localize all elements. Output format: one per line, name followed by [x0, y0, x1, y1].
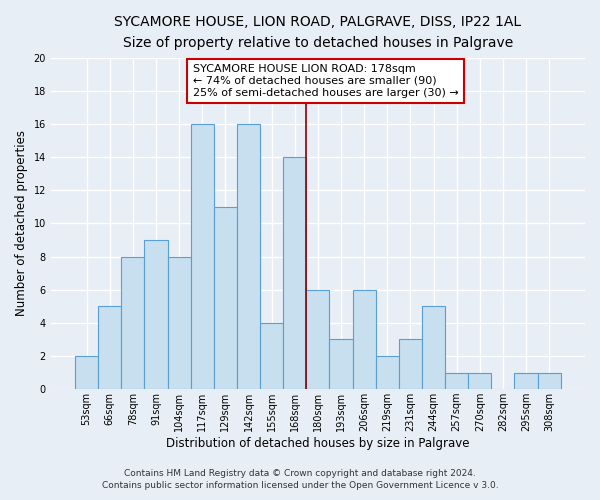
Bar: [353, 290, 376, 389]
Bar: [121, 256, 145, 389]
Title: SYCAMORE HOUSE, LION ROAD, PALGRAVE, DISS, IP22 1AL
Size of property relative to: SYCAMORE HOUSE, LION ROAD, PALGRAVE, DIS…: [115, 15, 521, 50]
Bar: [468, 372, 491, 389]
Bar: [98, 306, 121, 389]
Bar: [376, 356, 399, 389]
Text: SYCAMORE HOUSE LION ROAD: 178sqm
← 74% of detached houses are smaller (90)
25% o: SYCAMORE HOUSE LION ROAD: 178sqm ← 74% o…: [193, 64, 459, 98]
Bar: [422, 306, 445, 389]
Bar: [399, 340, 422, 389]
Bar: [167, 256, 191, 389]
Bar: [307, 290, 329, 389]
Bar: [75, 356, 98, 389]
Bar: [514, 372, 538, 389]
Bar: [445, 372, 468, 389]
X-axis label: Distribution of detached houses by size in Palgrave: Distribution of detached houses by size …: [166, 437, 470, 450]
Bar: [237, 124, 260, 389]
Text: Contains HM Land Registry data © Crown copyright and database right 2024.
Contai: Contains HM Land Registry data © Crown c…: [101, 468, 499, 490]
Bar: [538, 372, 561, 389]
Y-axis label: Number of detached properties: Number of detached properties: [15, 130, 28, 316]
Bar: [214, 207, 237, 389]
Bar: [145, 240, 167, 389]
Bar: [191, 124, 214, 389]
Bar: [329, 340, 353, 389]
Bar: [283, 157, 307, 389]
Bar: [260, 323, 283, 389]
